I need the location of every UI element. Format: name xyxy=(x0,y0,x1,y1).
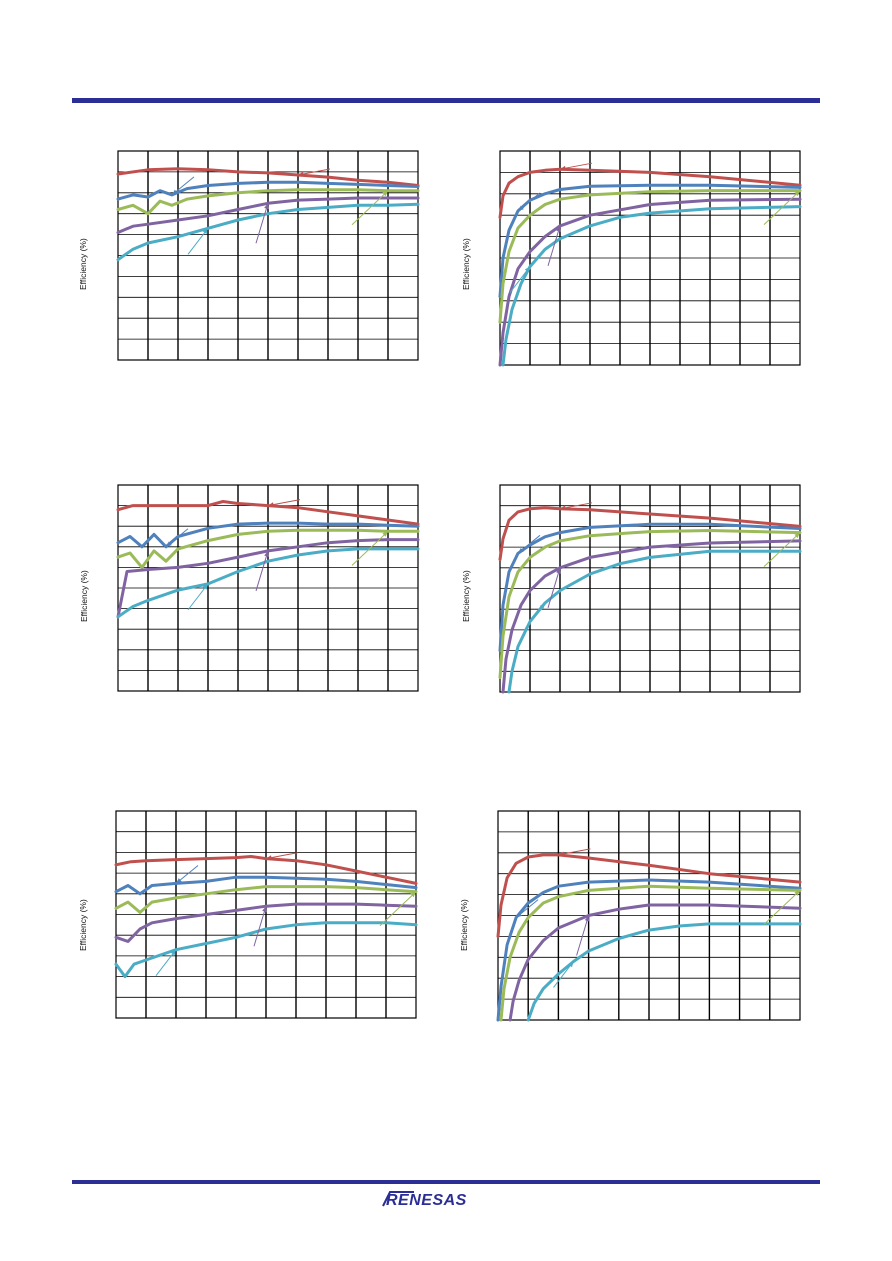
series-line-purple xyxy=(116,196,420,234)
series-line-red xyxy=(498,506,802,561)
annotation-arrow-purple xyxy=(547,567,561,608)
annotation-arrow-green xyxy=(351,190,389,226)
efficiency-chart-2: Efficiency (%) xyxy=(452,146,812,376)
series-line-cyan xyxy=(116,202,420,262)
annotation-arrow-green-head xyxy=(382,531,388,537)
annotation-arrow-blue-head xyxy=(518,205,524,211)
series-line-red xyxy=(496,853,802,938)
footer-rule xyxy=(72,1180,820,1184)
series-line-green xyxy=(116,528,420,569)
chart-2-plot xyxy=(498,150,802,367)
annotation-arrow-purple xyxy=(547,225,561,267)
annotation-arrow-green xyxy=(379,891,417,927)
annotation-arrow-purple-head xyxy=(556,225,561,232)
series-line-cyan xyxy=(526,922,802,1022)
plot-frame xyxy=(497,810,801,1021)
annotation-arrow-red-head xyxy=(268,502,274,507)
series-line-blue xyxy=(498,183,802,298)
annotation-arrow-cyan-head xyxy=(202,583,208,590)
header-rule xyxy=(72,98,820,103)
efficiency-chart-5: Efficiency (%) xyxy=(70,806,430,1036)
chart-3-plot xyxy=(116,484,420,692)
annotation-arrow-purple-head xyxy=(262,906,267,913)
annotation-arrow-cyan-head xyxy=(524,266,530,273)
series-line-cyan xyxy=(114,921,418,979)
annotation-arrow-cyan-head xyxy=(539,603,545,609)
plot-frame xyxy=(499,150,801,366)
annotation-arrow-blue-head xyxy=(166,541,172,547)
series-line-purple xyxy=(114,902,418,943)
series-line-purple xyxy=(116,538,420,619)
annotation-arrow-red-head xyxy=(560,505,566,511)
series-line-blue xyxy=(114,875,418,896)
efficiency-chart-1: Efficiency (%) xyxy=(70,146,430,376)
series-line-green xyxy=(499,884,802,1022)
annotation-arrow-blue-head xyxy=(176,878,182,884)
series-line-green xyxy=(114,885,418,914)
series-line-cyan xyxy=(116,547,420,619)
series-line-purple xyxy=(498,197,802,367)
series-line-purple xyxy=(508,903,802,1022)
series-line-red xyxy=(498,167,802,219)
annotation-arrow-cyan-head xyxy=(202,228,208,235)
chart-4-plot xyxy=(498,484,802,694)
plot-frame xyxy=(115,810,417,1019)
annotation-arrow-purple-head xyxy=(556,567,561,574)
efficiency-chart-3: Efficiency (%) xyxy=(70,480,430,710)
annotation-arrow-blue-head xyxy=(516,912,522,918)
series-line-cyan xyxy=(501,205,802,367)
efficiency-chart-4: Efficiency (%) xyxy=(452,480,812,710)
plot-frame xyxy=(499,484,801,693)
annotation-arrow-red-head xyxy=(266,855,272,860)
renesas-logo-mark: RENESAS xyxy=(382,1191,467,1209)
annotation-arrow-green xyxy=(351,530,389,566)
annotation-arrow-purple-head xyxy=(264,550,269,557)
annotation-arrow-green-head xyxy=(794,532,800,539)
series-line-blue xyxy=(496,878,802,1022)
annotation-arrow-red-head xyxy=(560,165,566,171)
plot-frame xyxy=(117,484,419,692)
annotation-arrow-purple xyxy=(255,550,269,592)
annotation-arrow-red-head xyxy=(298,171,304,177)
annotation-arrow-purple-head xyxy=(584,915,590,922)
annotation-arrow-green xyxy=(763,532,801,567)
annotation-arrow-green-head xyxy=(794,890,800,896)
annotation-arrow-green-head xyxy=(794,190,800,197)
series-line-red xyxy=(116,167,420,187)
chart-5-plot xyxy=(114,810,418,1019)
annotation-arrow-purple xyxy=(253,906,267,947)
series-line-green xyxy=(116,188,420,216)
series-line-blue xyxy=(116,521,420,549)
annotation-arrow-cyan-head xyxy=(170,949,176,956)
logo-text: RENESAS xyxy=(386,1192,467,1209)
series-line-green xyxy=(498,529,802,679)
annotation-arrow-green xyxy=(763,190,801,225)
chart-1-plot xyxy=(116,150,420,361)
series-line-blue xyxy=(116,180,420,201)
chart-6-plot xyxy=(496,810,802,1022)
annotation-arrow-red-head xyxy=(558,851,565,857)
series-line-red xyxy=(114,855,418,885)
annotation-arrow-cyan-head xyxy=(568,961,574,968)
series-line-blue xyxy=(498,522,802,653)
series-line-purple xyxy=(501,539,802,694)
annotation-arrow-purple xyxy=(255,203,269,244)
series-line-green xyxy=(498,189,802,324)
series-line-red xyxy=(116,500,420,526)
annotation-arrow-purple-head xyxy=(264,203,269,210)
annotation-arrow-blue-head xyxy=(518,548,524,554)
annotation-arrow-purple xyxy=(576,915,590,956)
annotation-arrow-blue-head xyxy=(172,189,178,195)
annotation-arrow-green-head xyxy=(410,891,416,898)
annotation-arrow-green-head xyxy=(382,190,388,197)
efficiency-chart-6: Efficiency (%) xyxy=(452,806,812,1036)
annotation-arrow-green xyxy=(763,890,801,925)
series-line-cyan xyxy=(507,549,802,694)
plot-frame xyxy=(117,150,419,361)
